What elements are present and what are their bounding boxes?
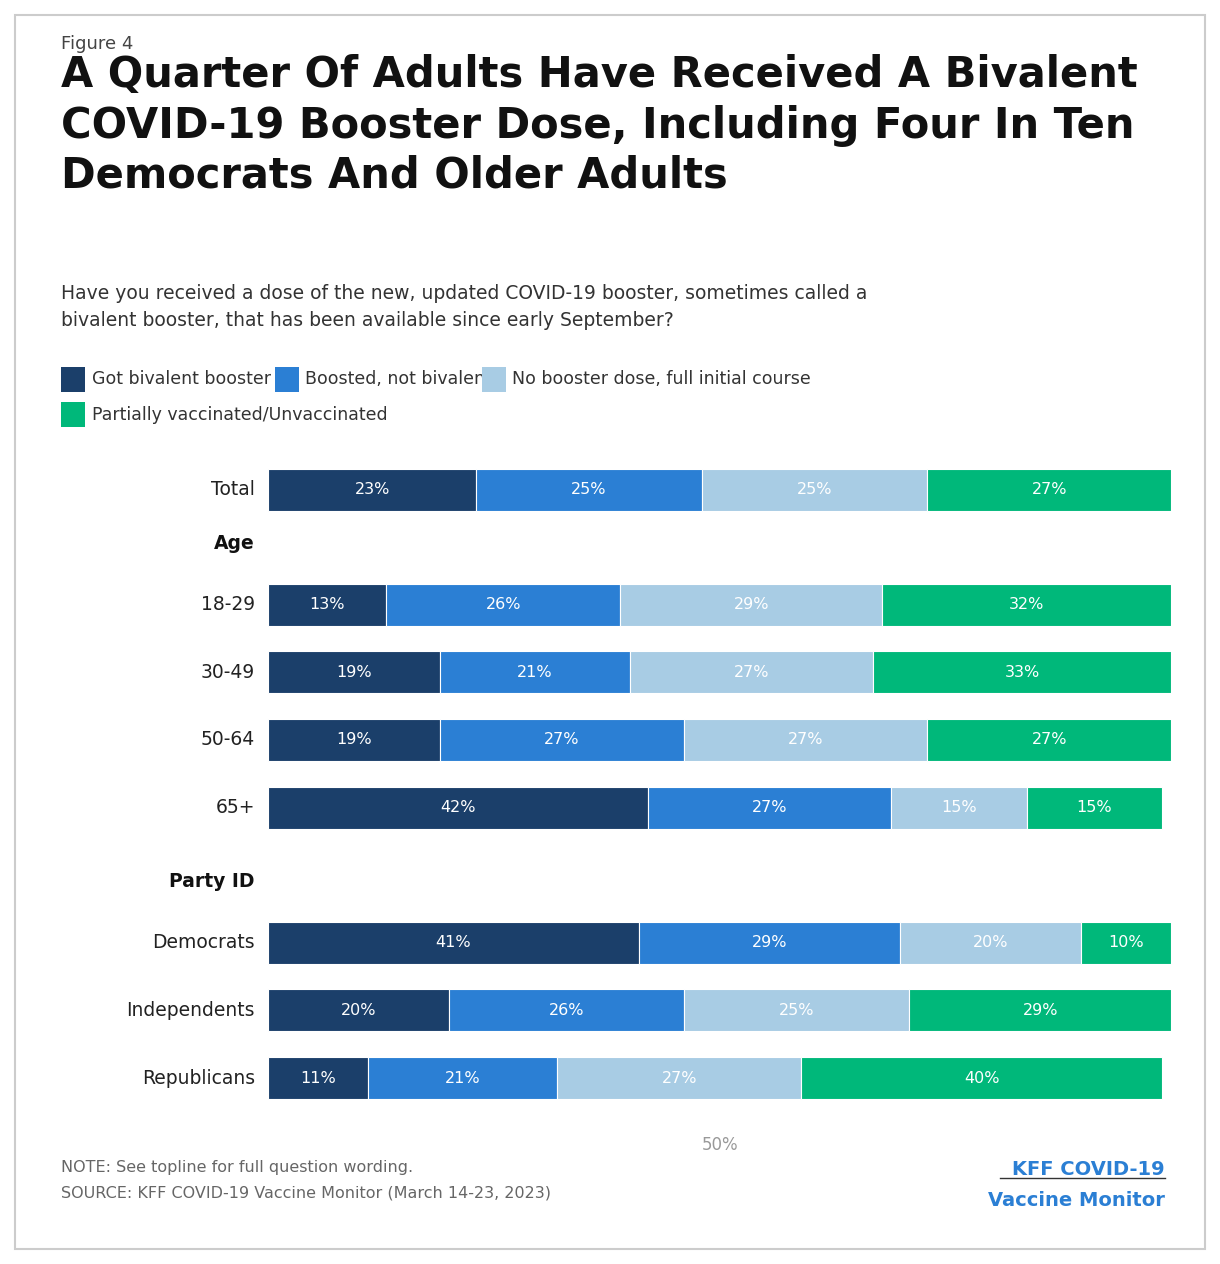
Text: 27%: 27% xyxy=(733,665,769,680)
Text: 25%: 25% xyxy=(571,483,606,497)
Text: 13%: 13% xyxy=(310,597,345,612)
Text: 50-64: 50-64 xyxy=(200,731,255,750)
Bar xyxy=(367,1057,558,1098)
Text: 18-29: 18-29 xyxy=(201,595,255,614)
Bar xyxy=(268,719,440,761)
Bar xyxy=(683,990,909,1031)
Text: 27%: 27% xyxy=(788,732,824,747)
Text: 19%: 19% xyxy=(337,732,372,747)
Text: 29%: 29% xyxy=(1022,1002,1058,1018)
Bar xyxy=(683,719,927,761)
Bar xyxy=(621,584,882,626)
Text: 27%: 27% xyxy=(544,732,580,747)
Bar xyxy=(268,921,638,963)
Text: 10%: 10% xyxy=(1108,935,1144,951)
Bar xyxy=(268,584,386,626)
Bar xyxy=(638,921,900,963)
Bar xyxy=(440,651,630,693)
Text: 27%: 27% xyxy=(752,800,787,815)
Text: KFF COVID-19: KFF COVID-19 xyxy=(1013,1160,1165,1179)
Text: 29%: 29% xyxy=(752,935,787,951)
Text: 25%: 25% xyxy=(797,483,832,497)
Text: 32%: 32% xyxy=(1009,597,1044,612)
Text: Party ID: Party ID xyxy=(170,872,255,891)
Text: 26%: 26% xyxy=(486,597,521,612)
Text: 20%: 20% xyxy=(972,935,1009,951)
Text: 26%: 26% xyxy=(549,1002,584,1018)
Bar xyxy=(268,990,449,1031)
Text: Have you received a dose of the new, updated COVID-19 booster, sometimes called : Have you received a dose of the new, upd… xyxy=(61,284,867,330)
Text: 27%: 27% xyxy=(1032,483,1068,497)
Bar xyxy=(268,469,476,511)
Text: Partially vaccinated/Unvaccinated: Partially vaccinated/Unvaccinated xyxy=(92,406,387,423)
Bar xyxy=(892,786,1027,828)
Bar xyxy=(874,651,1171,693)
Text: No booster dose, full initial course: No booster dose, full initial course xyxy=(512,370,811,388)
Text: Total: Total xyxy=(211,480,255,499)
Bar xyxy=(558,1057,802,1098)
Text: 29%: 29% xyxy=(733,597,769,612)
Text: Independents: Independents xyxy=(127,1001,255,1020)
Bar xyxy=(449,990,683,1031)
Bar xyxy=(268,786,648,828)
Text: 25%: 25% xyxy=(778,1002,814,1018)
Bar xyxy=(882,584,1171,626)
Text: Democrats: Democrats xyxy=(152,933,255,952)
Bar xyxy=(630,651,874,693)
Bar xyxy=(1027,786,1163,828)
Text: 41%: 41% xyxy=(436,935,471,951)
Text: 21%: 21% xyxy=(444,1071,481,1086)
Text: 27%: 27% xyxy=(661,1071,697,1086)
Text: 30-49: 30-49 xyxy=(200,662,255,681)
Text: NOTE: See topline for full question wording.: NOTE: See topline for full question word… xyxy=(61,1160,414,1176)
Text: 11%: 11% xyxy=(300,1071,336,1086)
Bar xyxy=(927,469,1171,511)
Text: 50%: 50% xyxy=(702,1135,738,1154)
Bar xyxy=(1081,921,1171,963)
Text: SOURCE: KFF COVID-19 Vaccine Monitor (March 14-23, 2023): SOURCE: KFF COVID-19 Vaccine Monitor (Ma… xyxy=(61,1186,551,1201)
Text: Got bivalent booster: Got bivalent booster xyxy=(92,370,271,388)
Text: 15%: 15% xyxy=(941,800,977,815)
Text: 21%: 21% xyxy=(517,665,553,680)
Text: 33%: 33% xyxy=(1004,665,1039,680)
Text: 42%: 42% xyxy=(440,800,476,815)
Bar xyxy=(909,990,1171,1031)
Text: 23%: 23% xyxy=(355,483,390,497)
Text: 15%: 15% xyxy=(1076,800,1113,815)
Bar xyxy=(268,651,440,693)
Bar xyxy=(476,469,702,511)
Bar xyxy=(927,719,1171,761)
Text: Figure 4: Figure 4 xyxy=(61,35,133,53)
Text: 40%: 40% xyxy=(964,1071,999,1086)
Text: 65+: 65+ xyxy=(216,798,255,817)
Bar xyxy=(648,786,892,828)
Text: Age: Age xyxy=(214,535,255,554)
Bar xyxy=(802,1057,1163,1098)
Text: Boosted, not bivalent: Boosted, not bivalent xyxy=(305,370,492,388)
Text: 20%: 20% xyxy=(340,1002,377,1018)
Text: 19%: 19% xyxy=(337,665,372,680)
Bar xyxy=(702,469,927,511)
Bar xyxy=(440,719,683,761)
Bar xyxy=(268,1057,367,1098)
Bar xyxy=(900,921,1081,963)
Text: Republicans: Republicans xyxy=(142,1068,255,1087)
Text: 27%: 27% xyxy=(1032,732,1068,747)
Text: A Quarter Of Adults Have Received A Bivalent
COVID-19 Booster Dose, Including Fo: A Quarter Of Adults Have Received A Biva… xyxy=(61,54,1138,197)
Text: Vaccine Monitor: Vaccine Monitor xyxy=(988,1191,1165,1210)
Bar xyxy=(386,584,621,626)
